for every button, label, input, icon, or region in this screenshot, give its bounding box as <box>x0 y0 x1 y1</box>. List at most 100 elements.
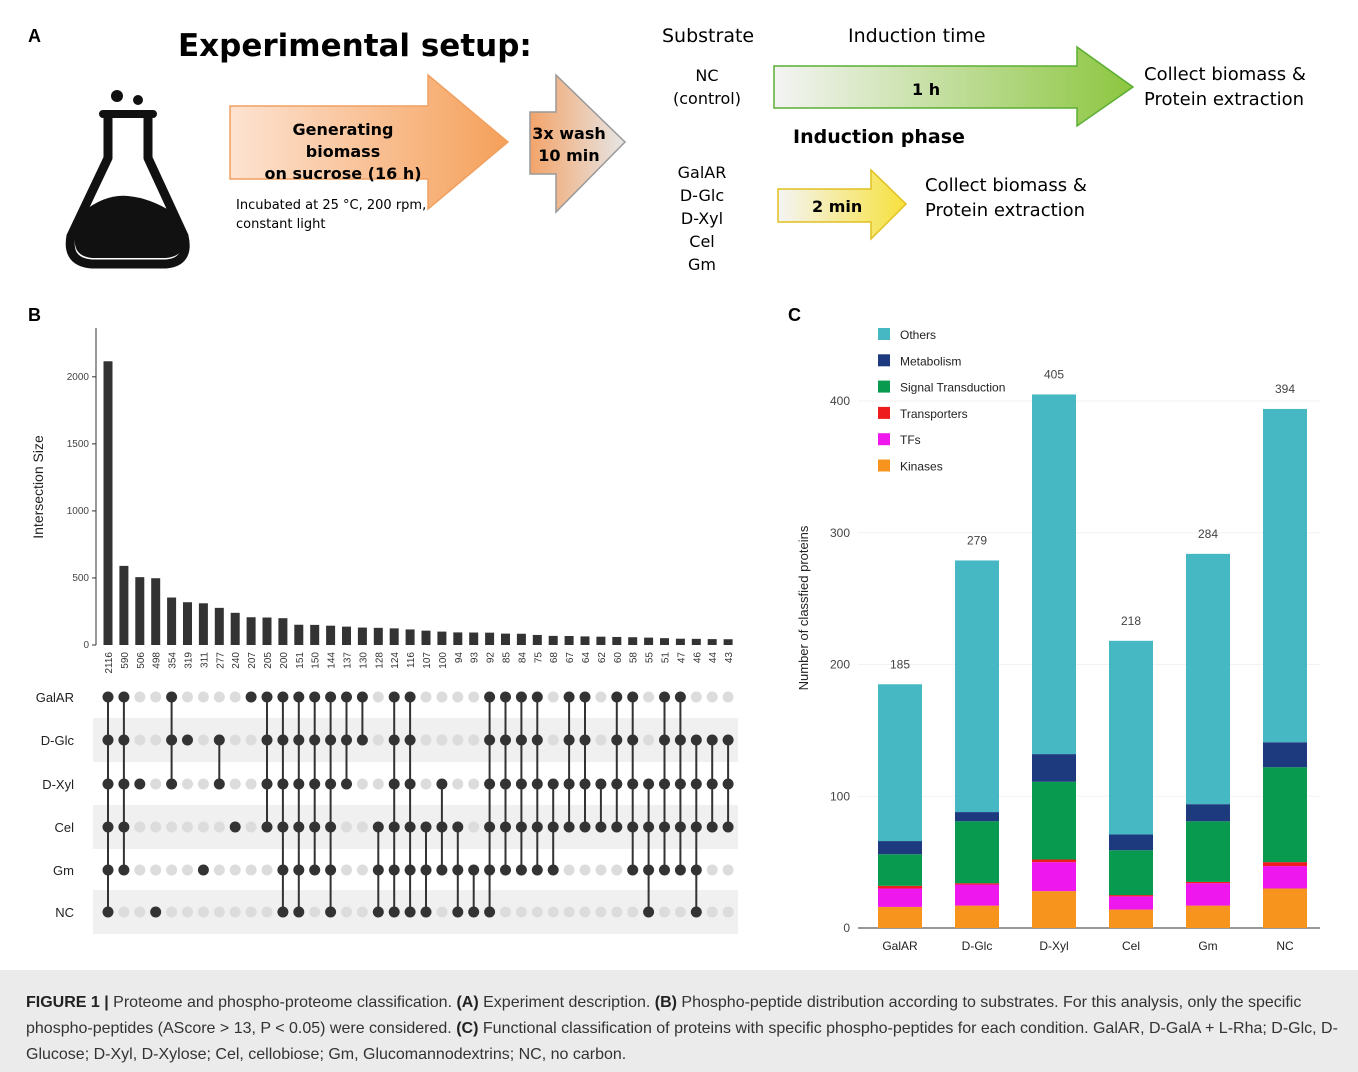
y-tick-label: 400 <box>830 394 850 408</box>
matrix-dot-inactive <box>213 906 225 918</box>
matrix-dot-inactive <box>341 864 352 876</box>
bar-segment-transporters <box>1032 859 1076 863</box>
matrix-dot-inactive <box>436 691 448 703</box>
total-label: 394 <box>1275 382 1295 396</box>
bar-segment-metabolism <box>1032 754 1076 782</box>
y-tick-label: 0 <box>83 640 89 651</box>
matrix-dot-inactive <box>659 906 670 918</box>
matrix-dot-inactive <box>197 691 209 703</box>
matrix-dot-inactive <box>229 778 241 790</box>
bar-segment-others <box>1263 408 1307 743</box>
legend-swatch <box>878 328 890 340</box>
intersection-bar <box>373 627 383 645</box>
intersection-bar <box>103 361 113 645</box>
matrix-dot-inactive <box>245 821 257 833</box>
matrix-dot-inactive <box>245 864 257 876</box>
y-tick-label: 1500 <box>67 439 90 450</box>
legend-swatch <box>878 406 890 419</box>
matrix-dot-inactive <box>595 906 607 918</box>
matrix-dot-inactive <box>420 734 432 746</box>
matrix-dot-inactive <box>468 778 480 790</box>
collect-substrate: Collect biomass & Protein extraction <box>925 175 1087 221</box>
matrix-dot-inactive <box>611 906 623 918</box>
setup-title: Experimental setup: <box>178 28 532 64</box>
intersection-size-label: 68 <box>549 652 560 664</box>
bar-segment-tfs <box>955 884 999 906</box>
nc-label: NC (control) <box>673 66 741 108</box>
matrix-dot-inactive <box>150 691 162 703</box>
intersection-size-label: 93 <box>470 652 481 664</box>
bar-segment-tfs <box>1263 866 1307 889</box>
intersection-size-label: 55 <box>645 652 656 664</box>
caption-background <box>0 970 1358 1072</box>
intersection-bar <box>135 577 145 645</box>
matrix-dot-inactive <box>468 734 480 746</box>
substrate-item: GalAR <box>677 163 727 182</box>
matrix-dot-inactive <box>229 734 241 746</box>
matrix-dot-inactive <box>579 906 591 918</box>
legend-label: Signal Transduction <box>900 381 1005 395</box>
matrix-dot-inactive <box>372 778 384 790</box>
intersection-size-label: 207 <box>247 652 258 669</box>
matrix-dot-inactive <box>452 778 464 790</box>
intersection-size-label: 137 <box>343 652 354 669</box>
matrix-dot-inactive <box>197 821 209 833</box>
intersection-bar <box>214 607 224 645</box>
intersection-bar <box>596 636 606 645</box>
intersection-bar <box>707 639 717 645</box>
intersection-size-label: 144 <box>327 652 338 669</box>
substrate-item: D-Xyl <box>680 209 724 228</box>
matrix-dot-inactive <box>722 864 734 876</box>
intersection-size-label: 319 <box>184 652 195 669</box>
matrix-dot-inactive <box>134 691 146 703</box>
matrix-dot-inactive <box>182 821 193 833</box>
substrate-list: GalAR D-Glc D-Xyl Cel Gm <box>656 161 748 276</box>
matrix-dot-inactive <box>547 734 559 746</box>
intersection-size-label: 116 <box>406 652 417 668</box>
intersection-bar <box>342 626 351 645</box>
y-tick-label: 0 <box>843 921 850 935</box>
intersection-bar <box>485 632 495 645</box>
y-tick-label: 200 <box>830 658 850 672</box>
panel-b-label: B <box>28 305 41 325</box>
y-axis-title: Number of classfied proteins <box>796 525 811 690</box>
bar-segment-transporters <box>878 885 922 889</box>
matrix-dot-inactive <box>182 691 193 703</box>
intersection-bar <box>437 631 447 645</box>
intersection-size-label: 100 <box>438 652 449 669</box>
intersection-size-label: 354 <box>168 652 179 669</box>
matrix-dot-inactive <box>579 864 591 876</box>
intersection-size-label: 151 <box>295 652 306 669</box>
bar-segment-metabolism <box>955 812 999 822</box>
total-label: 279 <box>967 533 987 547</box>
set-label: D-Glc <box>41 733 75 748</box>
matrix-dot-inactive <box>245 734 257 746</box>
y-tick-label: 2000 <box>67 372 90 383</box>
intersection-bar <box>612 636 622 645</box>
matrix-dot-inactive <box>150 864 162 876</box>
matrix-dot-inactive <box>245 778 257 790</box>
matrix-dot-inactive <box>229 691 241 703</box>
intersection-bar <box>326 625 336 645</box>
matrix-dot-inactive <box>611 864 623 876</box>
matrix-dot-inactive <box>643 691 655 703</box>
matrix-dot-inactive <box>197 734 209 746</box>
intersection-size-label: 205 <box>263 652 274 669</box>
matrix-dot-inactive <box>182 778 193 790</box>
bar-segment-others <box>1186 553 1230 805</box>
bar-segment-others <box>955 560 999 813</box>
bar-segment-kinases <box>1032 891 1076 928</box>
matrix-dot-active <box>150 906 162 918</box>
bar-segment-signal-transduction <box>1263 767 1307 863</box>
matrix-dot-inactive <box>229 906 241 918</box>
intersection-size-label: 51 <box>661 652 672 664</box>
set-label: Gm <box>53 863 74 878</box>
intersection-bar <box>453 632 463 645</box>
panel-c-label: C <box>788 305 801 325</box>
bar-segment-kinases <box>1109 909 1153 928</box>
matrix-dot-inactive <box>372 734 384 746</box>
matrix-dot-inactive <box>356 778 368 790</box>
intersection-size-label: 43 <box>724 652 735 664</box>
intersection-bar <box>294 624 304 645</box>
matrix-dot-inactive <box>500 906 511 918</box>
